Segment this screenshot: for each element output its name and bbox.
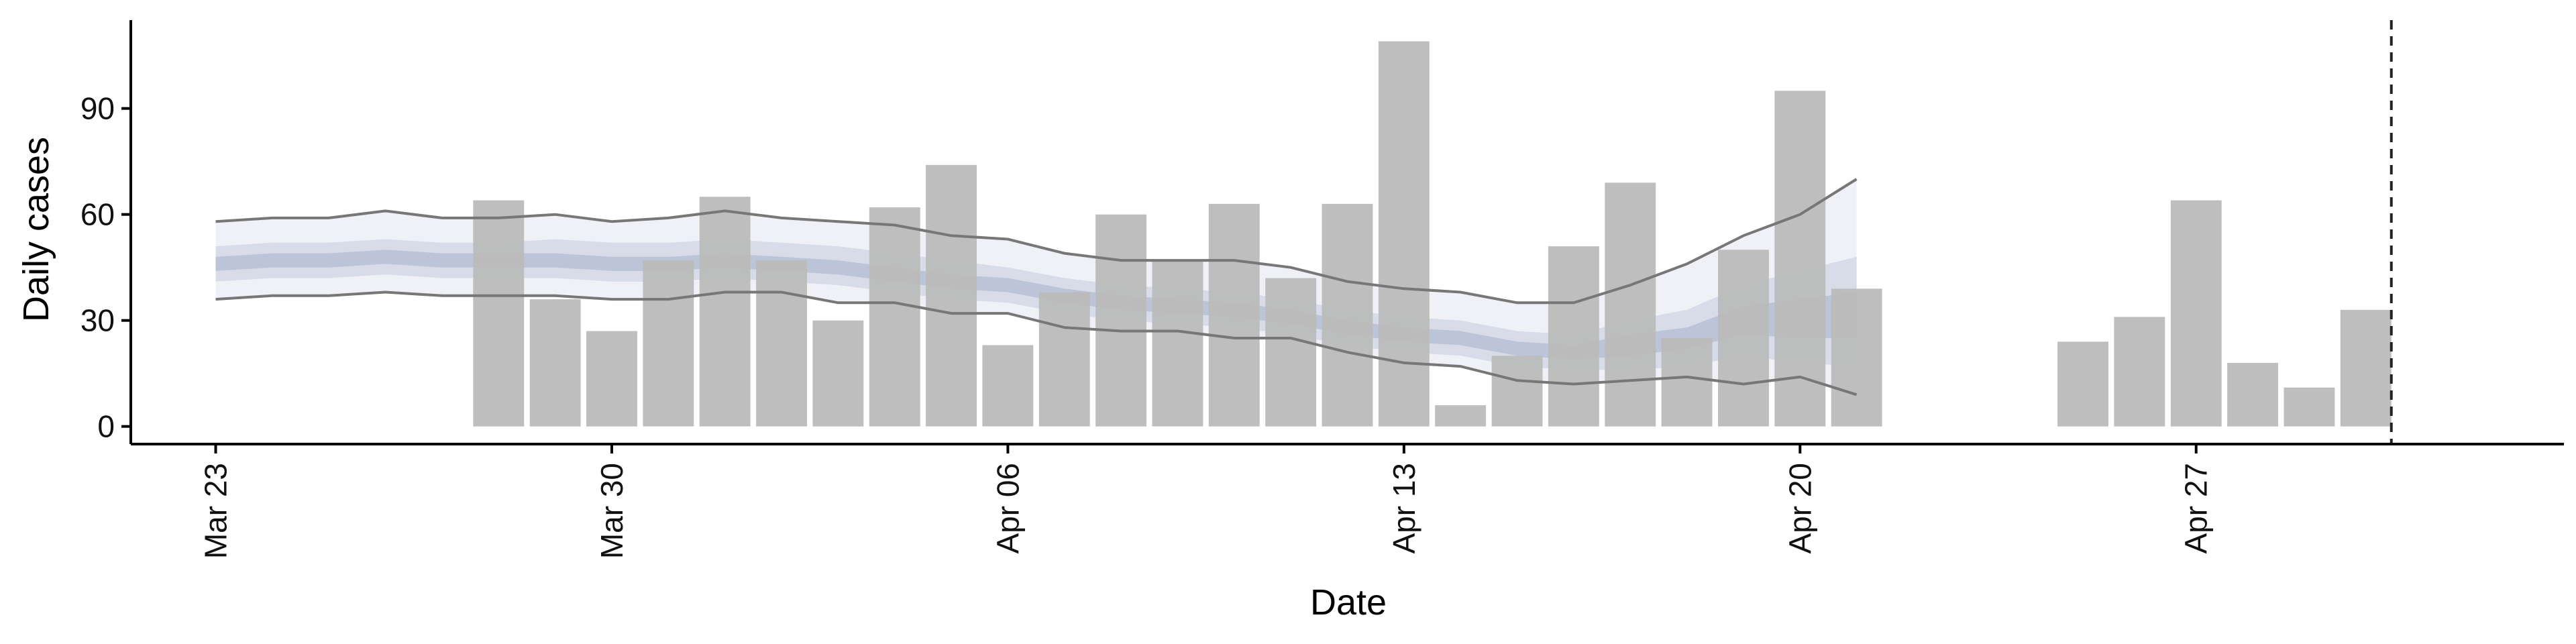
bar-2020-04-10	[1208, 203, 1260, 427]
y-ticks: 0 30 60 90	[80, 91, 131, 444]
bar-2020-04-01	[699, 197, 751, 427]
bar-2020-04-27	[2170, 200, 2222, 427]
bar-2020-04-21	[1831, 288, 1882, 427]
bar-2020-04-30	[2340, 309, 2392, 427]
axes	[129, 20, 2564, 445]
x-ticks: Mar 23 Mar 30 Apr 06 Apr 13 Apr 20 Apr 27	[199, 444, 2214, 559]
bar-2020-03-31	[643, 260, 694, 427]
bar-2020-04-07	[1038, 292, 1090, 427]
bar-2020-04-03	[812, 320, 864, 427]
estimate-bound-lines	[215, 178, 1858, 396]
y-tick-label-30: 30	[80, 303, 115, 338]
bar-2020-03-28	[473, 200, 525, 427]
bar-2020-04-12	[1322, 203, 1373, 427]
bar-2020-04-25	[2057, 341, 2108, 427]
bar-2020-03-29	[529, 299, 581, 427]
bar-2020-04-19	[1718, 250, 1769, 427]
lower-bound-line	[215, 290, 1858, 396]
y-tick-label-90: 90	[80, 91, 115, 126]
bar-2020-04-15	[1491, 356, 1543, 427]
y-axis-title: Daily cases	[16, 137, 56, 322]
x-tick-label-2020-04-06: Apr 06	[990, 463, 1025, 554]
bar-2020-03-30	[586, 331, 637, 427]
x-tick-label-2020-03-23: Mar 23	[199, 463, 233, 559]
x-tick-label-2020-04-27: Apr 27	[2179, 463, 2214, 554]
bar-2020-04-09	[1152, 260, 1203, 427]
x-tick-label-2020-04-20: Apr 20	[1782, 463, 1817, 554]
bar-2020-04-16	[1548, 246, 1599, 427]
case-bars	[473, 41, 2392, 427]
x-axis-title: Date	[1310, 582, 1387, 623]
bar-2020-04-02	[756, 260, 807, 427]
bar-2020-04-04	[869, 207, 920, 427]
bar-2020-04-28	[2227, 362, 2278, 427]
x-tick-label-2020-03-30: Mar 30	[594, 463, 629, 559]
bar-2020-04-17	[1605, 182, 1656, 427]
bar-2020-04-29	[2284, 387, 2335, 427]
bar-2020-04-14	[1435, 405, 1487, 427]
bar-2020-04-18	[1661, 338, 1713, 427]
bar-2020-04-08	[1095, 214, 1146, 427]
bar-2020-04-05	[926, 164, 977, 427]
bar-2020-04-20	[1774, 91, 1826, 427]
y-tick-label-0: 0	[97, 409, 115, 444]
bar-2020-04-26	[2114, 317, 2165, 427]
bar-2020-04-13	[1378, 41, 1430, 427]
band-20	[215, 250, 1857, 360]
upper-bound-line	[215, 178, 1858, 305]
x-tick-label-2020-04-13: Apr 13	[1387, 463, 1421, 554]
bar-2020-04-06	[982, 345, 1034, 427]
bar-2020-04-11	[1265, 278, 1317, 427]
y-tick-label-60: 60	[80, 197, 115, 232]
estimate-bands	[215, 179, 1857, 395]
